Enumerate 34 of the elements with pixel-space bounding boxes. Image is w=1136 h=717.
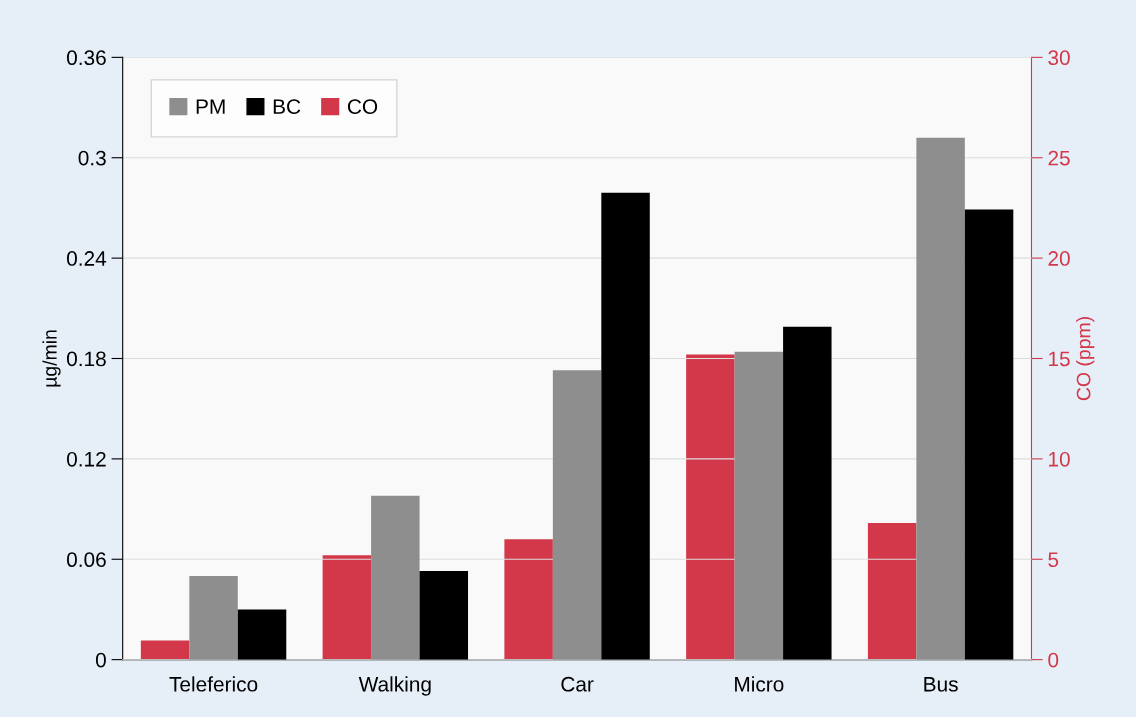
legend-label: PM (196, 99, 225, 114)
x-tick-label: Car (561, 676, 594, 692)
y2-tick-label: 10 (1049, 451, 1070, 467)
bar (419, 570, 469, 660)
y2-tick-label: 0 (1048, 652, 1059, 668)
bar (237, 609, 287, 660)
y2-tick-label: 25 (1048, 150, 1070, 166)
y2-tick-label: 5 (1048, 552, 1059, 568)
y-tick-label: 0 (95, 652, 106, 668)
y-axis-title: µg/min (42, 330, 61, 387)
y-tick-label: 0.3 (78, 150, 106, 166)
bar (601, 192, 650, 660)
y2-tick-label: 15 (1049, 351, 1070, 367)
bar (964, 209, 1014, 660)
y-tick-label: 0.06 (66, 552, 106, 568)
legend-label: CO (347, 99, 378, 114)
y-tick-label: 0.36 (66, 50, 106, 66)
x-tick-label: Bus (924, 677, 958, 692)
x-tick-label: Walking (358, 676, 431, 696)
y-tick-label: 0.18 (66, 351, 106, 367)
bar (189, 575, 238, 660)
x-tick-label: Micro (735, 676, 784, 692)
bar (783, 326, 832, 660)
y-tick-label: 0.12 (66, 451, 106, 467)
y-tick-label: 0.24 (66, 251, 107, 266)
y2-tick-label: 20 (1048, 251, 1070, 266)
bar (916, 137, 965, 660)
y2-tick-label: 30 (1048, 50, 1070, 66)
bar (867, 523, 917, 660)
y2-axis-title: CO (ppm) (1076, 317, 1095, 401)
bar (140, 640, 190, 660)
x-tick-label: Teleferico (169, 676, 258, 692)
legend-label: BC (273, 99, 301, 114)
bar (552, 370, 602, 660)
